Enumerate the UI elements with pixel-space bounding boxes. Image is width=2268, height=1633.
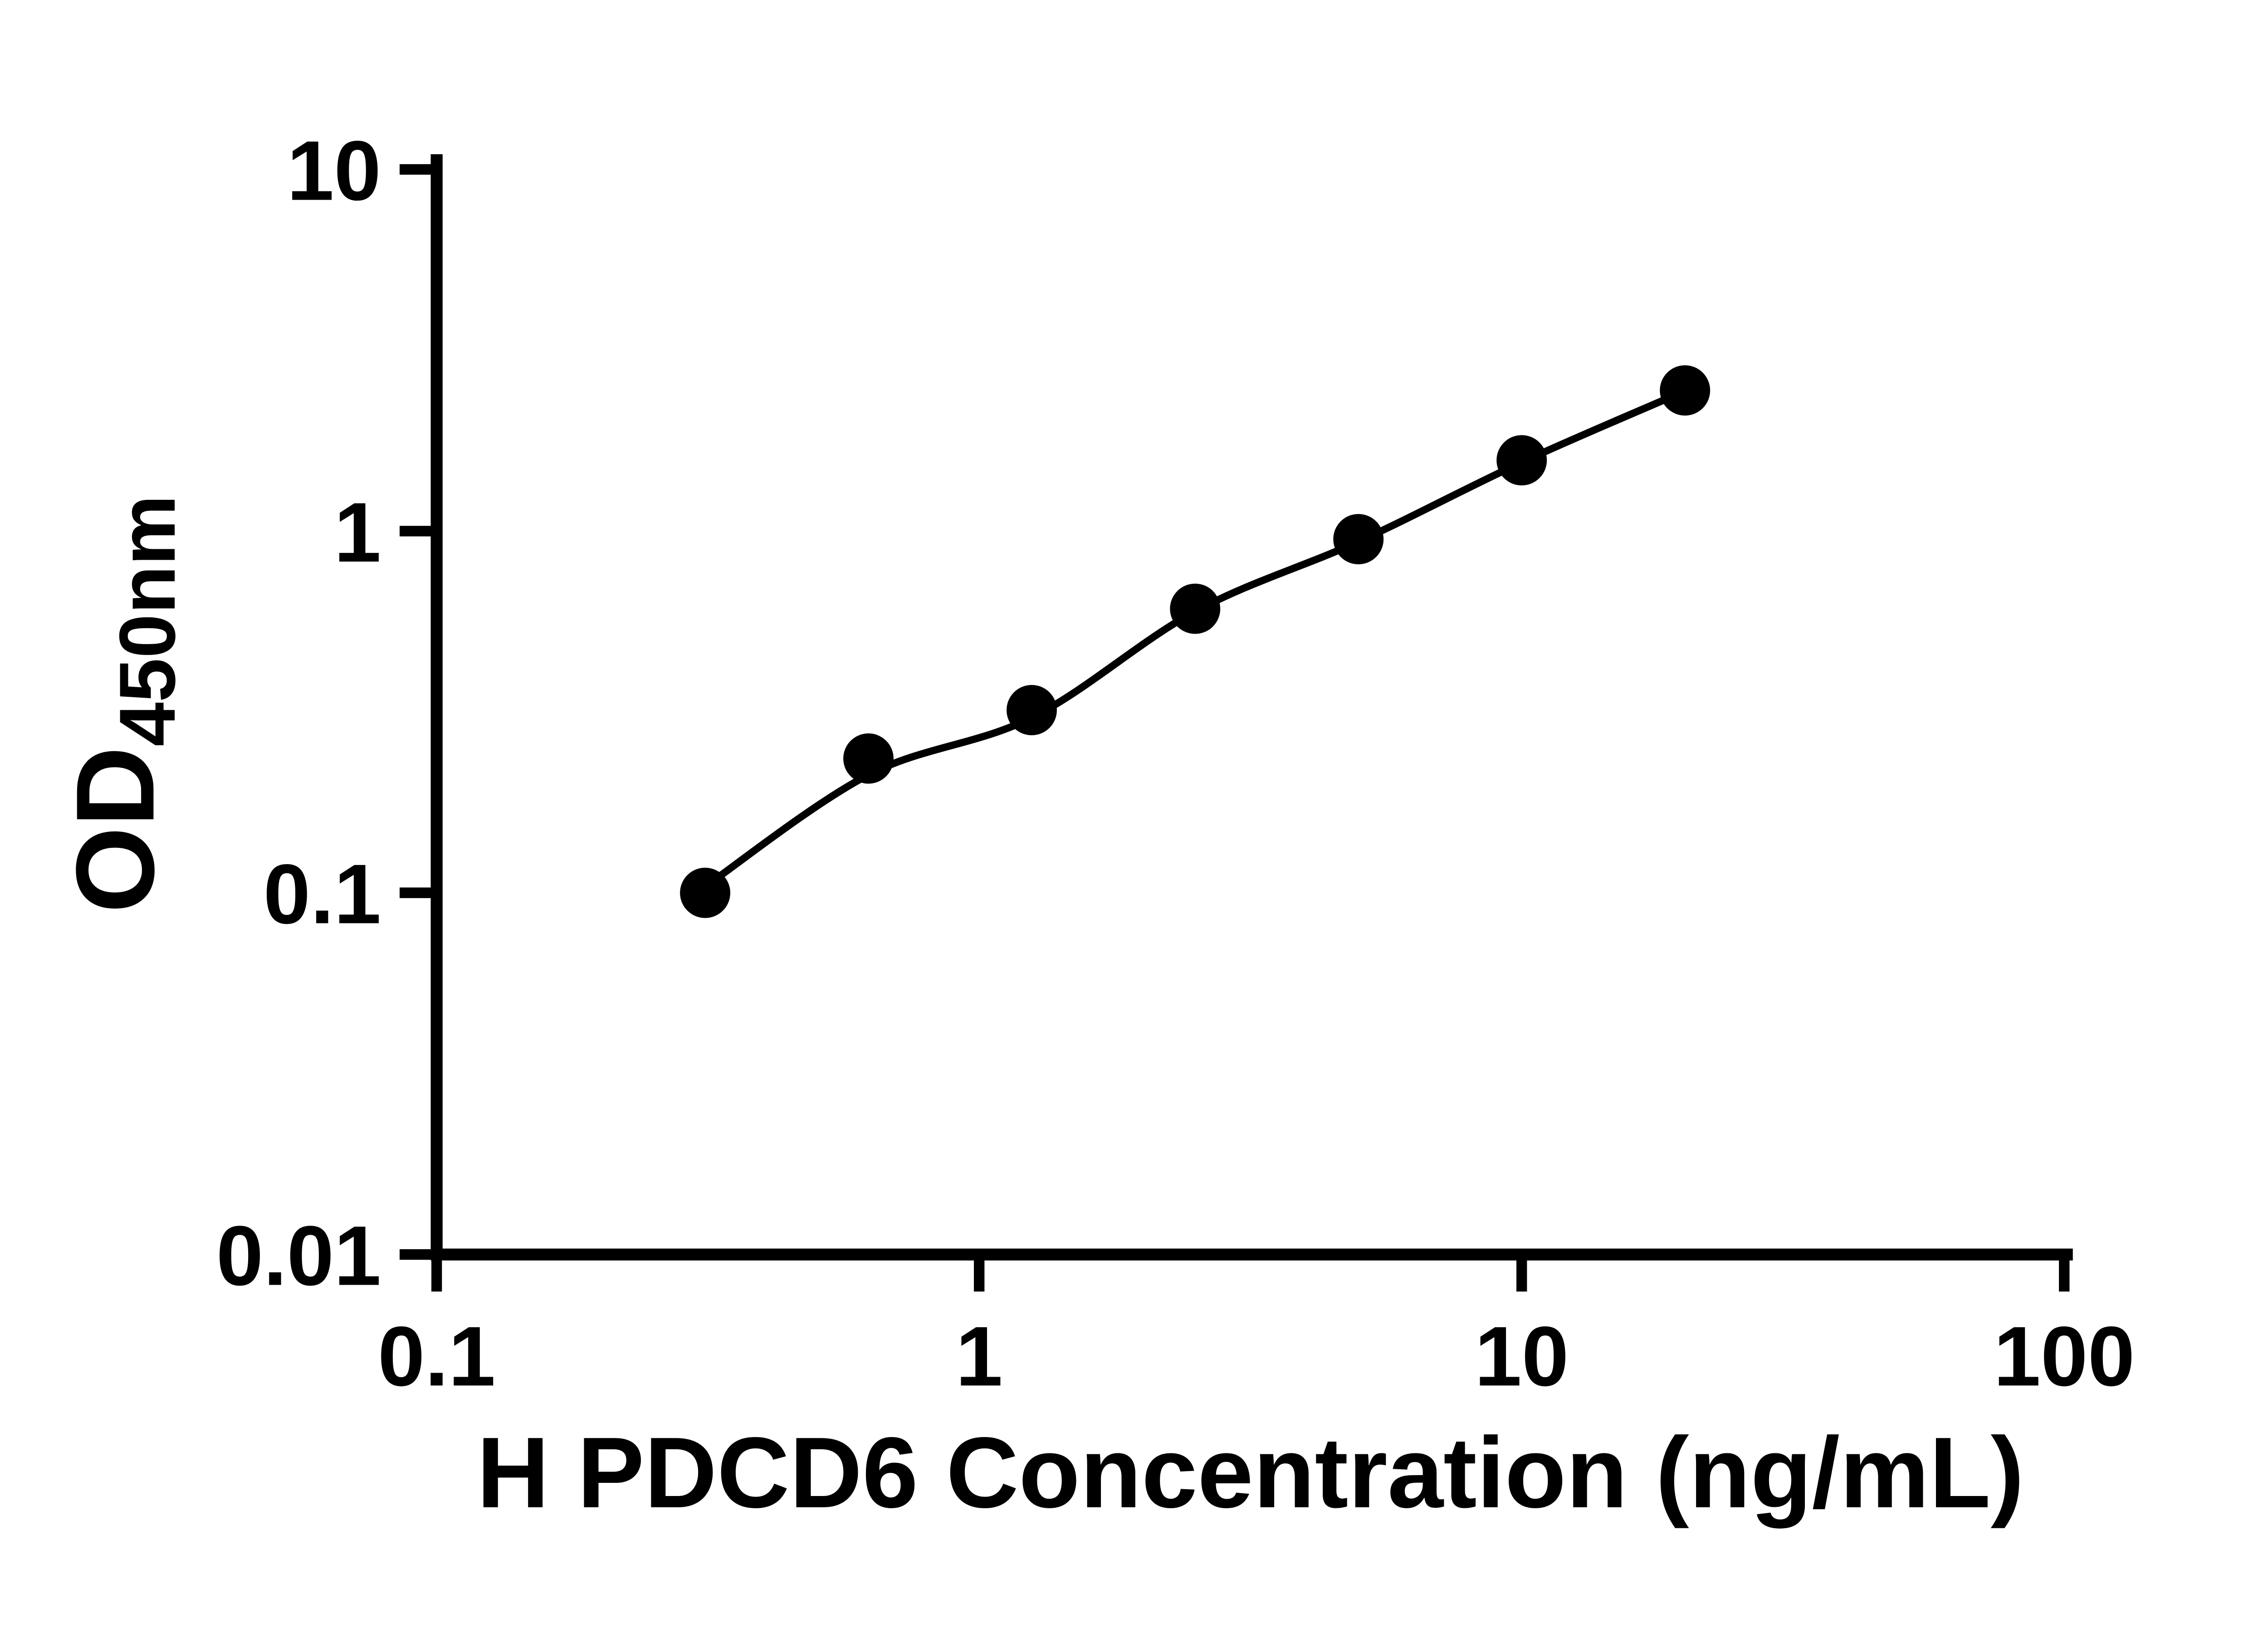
y-tick-label: 0.1	[264, 846, 381, 941]
x-tick-label: 100	[1994, 1309, 2135, 1403]
x-tick-label: 0.1	[378, 1309, 496, 1403]
x-tick-label: 10	[1475, 1309, 1569, 1403]
y-tick-label: 0.01	[216, 1208, 381, 1303]
x-axis-title: H PDCD6 Concentration (ng/mL)	[477, 1416, 2024, 1529]
y-tick-label: 1	[334, 485, 381, 580]
y-axis-title-subscript: 450nm	[103, 495, 192, 747]
fit-line	[701, 387, 1689, 890]
y-tick-label: 10	[287, 123, 381, 218]
series-layer	[680, 365, 1711, 918]
y-axis-title: OD450nm	[53, 495, 192, 913]
x-tick-label: 1	[956, 1309, 1003, 1403]
axis-spine	[430, 154, 2073, 1261]
y-axis-title-main: OD	[53, 747, 177, 914]
